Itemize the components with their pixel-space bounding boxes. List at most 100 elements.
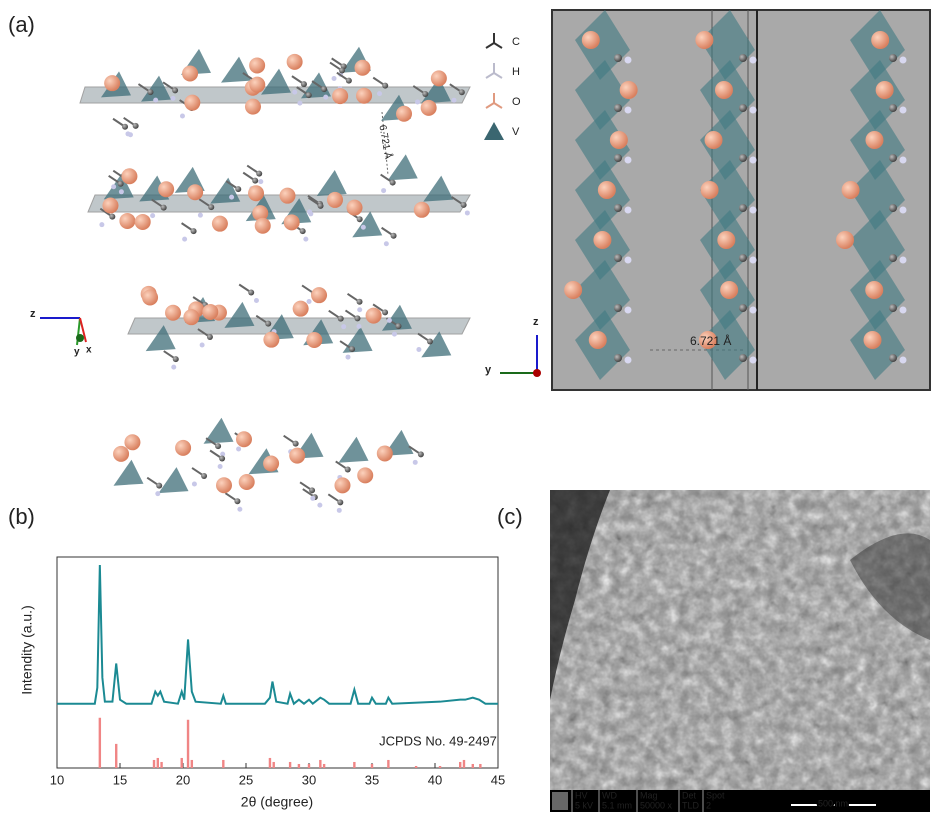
- oxygen: [589, 331, 607, 349]
- hydrogen: [750, 207, 757, 214]
- sem-info-value: 5.1 mm: [602, 800, 632, 810]
- hydrogen: [337, 508, 342, 513]
- panel-label: (a): [8, 12, 35, 37]
- carbon: [614, 54, 622, 62]
- oxygen: [183, 309, 199, 325]
- oxygen: [347, 200, 363, 216]
- x-tick-label: 35: [365, 772, 379, 787]
- oxygen: [249, 77, 265, 93]
- carbon: [161, 205, 167, 211]
- x-tick-label: 25: [239, 772, 253, 787]
- oxygen: [239, 474, 255, 490]
- vo-polyhedron: [421, 331, 451, 357]
- reference-stick: [191, 760, 193, 768]
- oxygen: [332, 88, 348, 104]
- y-axis-label: Intendity (a.u.): [19, 605, 35, 695]
- oxygen: [334, 477, 350, 493]
- carbon: [118, 181, 124, 187]
- carbon: [739, 54, 747, 62]
- hydrogen: [625, 307, 632, 314]
- hydrogen: [377, 91, 382, 96]
- hydrogen: [229, 195, 234, 200]
- oxygen: [165, 305, 181, 321]
- hydrogen: [237, 507, 242, 512]
- reference-stick: [472, 764, 474, 768]
- carbon: [395, 323, 401, 329]
- vo-polyhedron: [159, 467, 189, 493]
- hydrogen: [307, 299, 312, 304]
- oxygen: [202, 304, 218, 320]
- hydrogen: [900, 157, 907, 164]
- carbon: [301, 81, 307, 87]
- sem-scale-label: 500 nm: [818, 798, 848, 808]
- panel-label: (b): [8, 504, 35, 529]
- oxygen: [289, 448, 305, 464]
- reference-stick: [160, 762, 162, 768]
- vo-polyhedron: [339, 437, 369, 463]
- hydrogen: [625, 107, 632, 114]
- x-axis-label: 2θ (degree): [241, 794, 313, 810]
- hydrogen: [258, 179, 263, 184]
- oxygen: [187, 184, 203, 200]
- carbon: [339, 68, 345, 74]
- oxygen: [865, 131, 883, 149]
- hydrogen: [155, 491, 160, 496]
- carbon: [265, 321, 271, 327]
- oxygen: [864, 331, 882, 349]
- carbon: [614, 304, 622, 312]
- hydrogen: [384, 241, 389, 246]
- legend-label: H: [512, 66, 520, 78]
- hydrogen: [625, 57, 632, 64]
- oxygen: [236, 431, 252, 447]
- carbon: [300, 228, 306, 234]
- hydrogen: [357, 307, 362, 312]
- oxygen: [871, 31, 889, 49]
- carbon: [889, 354, 897, 362]
- carbon: [235, 186, 241, 192]
- carbon: [889, 204, 897, 212]
- carbon: [215, 443, 221, 449]
- oxygen: [279, 188, 295, 204]
- hydrogen: [341, 324, 346, 329]
- sem-info-header: Det: [682, 790, 697, 800]
- oxygen: [255, 218, 271, 234]
- carbon: [147, 89, 153, 95]
- oxygen: [357, 467, 373, 483]
- reference-stick: [181, 758, 183, 768]
- vo-polyhedron: [423, 176, 453, 202]
- carbon: [309, 487, 315, 493]
- reference-stick: [387, 760, 389, 768]
- x-tick-label: 10: [50, 772, 64, 787]
- oxygen: [158, 181, 174, 197]
- oxygen: [720, 281, 738, 299]
- oxygen: [695, 31, 713, 49]
- reference-stick: [269, 758, 271, 768]
- carbon: [390, 180, 396, 186]
- carbon: [354, 315, 360, 321]
- reference-stick: [319, 760, 321, 768]
- sem-info-value: TLD: [682, 800, 700, 810]
- hydrogen: [345, 355, 350, 360]
- hydrogen: [900, 307, 907, 314]
- carbon: [345, 466, 351, 472]
- sem-info-header: Mag: [640, 790, 658, 800]
- hydrogen: [900, 57, 907, 64]
- hydrogen: [900, 257, 907, 264]
- hydrogen: [297, 101, 302, 106]
- reference-stick: [415, 766, 417, 768]
- panel-label: (c): [497, 504, 523, 529]
- carbon: [346, 78, 352, 84]
- axis-letter: y: [74, 347, 80, 358]
- figure: (a) (b) (c) z y x z y 6.721 Å 6.721 Å C …: [0, 0, 931, 816]
- carbon: [201, 473, 207, 479]
- oxygen: [564, 281, 582, 299]
- oxygen: [245, 99, 261, 115]
- axis-letter: z: [533, 316, 539, 328]
- oxygen: [249, 57, 265, 73]
- oxygen: [701, 181, 719, 199]
- reference-stick: [157, 758, 159, 768]
- carbon: [461, 202, 467, 208]
- carbon: [889, 304, 897, 312]
- carbon: [349, 346, 355, 352]
